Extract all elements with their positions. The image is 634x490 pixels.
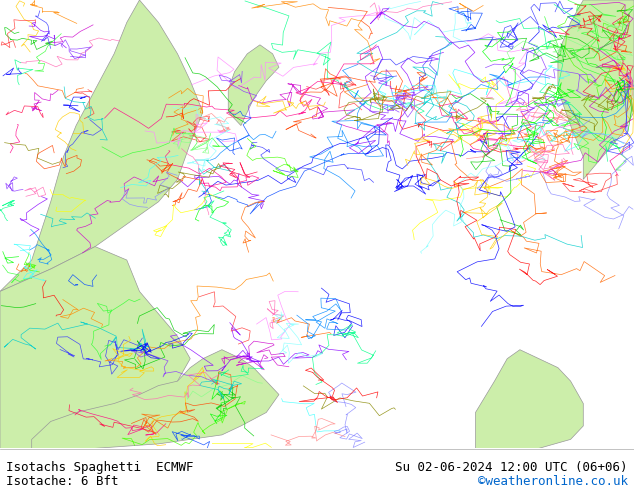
Text: Su 02-06-2024 12:00 UTC (06+06): Su 02-06-2024 12:00 UTC (06+06) bbox=[395, 461, 628, 474]
Polygon shape bbox=[32, 350, 279, 448]
Polygon shape bbox=[0, 0, 203, 292]
Polygon shape bbox=[0, 246, 190, 448]
Polygon shape bbox=[558, 0, 634, 179]
Text: Isotachs Spaghetti  ECMWF: Isotachs Spaghetti ECMWF bbox=[6, 461, 194, 474]
Text: Isotache: 6 Bft: Isotache: 6 Bft bbox=[6, 475, 119, 488]
Polygon shape bbox=[476, 350, 583, 448]
Polygon shape bbox=[228, 45, 279, 125]
Text: ©weatheronline.co.uk: ©weatheronline.co.uk bbox=[477, 475, 628, 488]
